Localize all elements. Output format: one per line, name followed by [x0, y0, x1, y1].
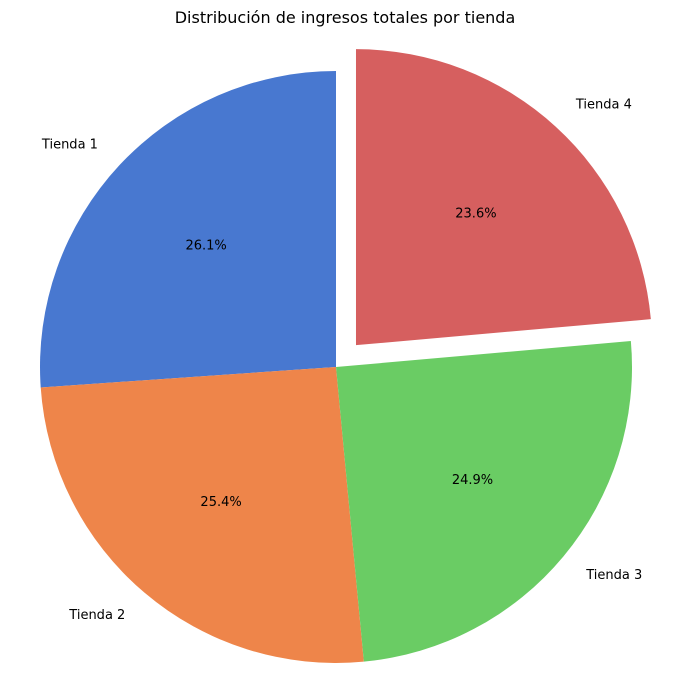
pie-slice-tienda-3	[336, 340, 632, 662]
pct-label-tienda-2: 25.4%	[200, 495, 241, 510]
pct-label-tienda-4: 23.6%	[455, 207, 496, 222]
slice-label-tienda-1: Tienda 1	[41, 137, 98, 152]
slice-label-tienda-3: Tienda 3	[585, 568, 642, 583]
slice-label-tienda-2: Tienda 2	[68, 608, 125, 623]
pie-slice-tienda-1	[39, 71, 337, 388]
pie-slice-tienda-4	[355, 49, 651, 346]
slice-label-tienda-4: Tienda 4	[575, 98, 632, 113]
pct-label-tienda-3: 24.9%	[452, 473, 493, 488]
pct-label-tienda-1: 26.1%	[185, 238, 226, 253]
pie-slice-tienda-2	[40, 367, 364, 663]
chart-title: Distribución de ingresos totales por tie…	[174, 8, 516, 27]
